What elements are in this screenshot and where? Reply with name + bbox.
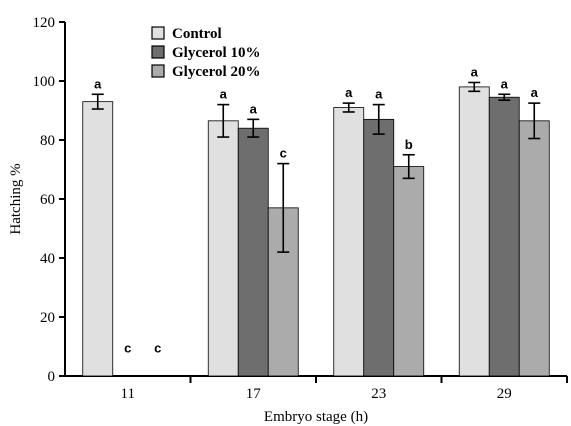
legend-label: Glycerol 10% bbox=[172, 45, 260, 61]
significance-letter: a bbox=[531, 85, 539, 100]
y-tick-label: 80 bbox=[40, 133, 55, 149]
significance-letter: b bbox=[405, 137, 413, 152]
bar bbox=[518, 120, 550, 377]
bar bbox=[333, 107, 365, 377]
legend: Control Glycerol 10% Glycerol 20% bbox=[151, 26, 260, 80]
significance-letter: a bbox=[501, 76, 509, 91]
legend-label: Control bbox=[172, 26, 222, 42]
y-tick-label: 100 bbox=[33, 74, 56, 90]
bar bbox=[458, 86, 490, 377]
x-tick-label: 29 bbox=[497, 386, 512, 402]
y-tick-label: 0 bbox=[48, 369, 56, 385]
significance-letter: a bbox=[220, 87, 228, 102]
y-tick-label: 40 bbox=[40, 251, 55, 267]
legend-swatch bbox=[151, 45, 165, 59]
y-ticks: 0 20 40 60 80 100 120 bbox=[33, 15, 65, 385]
x-ticks: 11 17 23 29 bbox=[121, 376, 568, 402]
x-tick-label: 17 bbox=[246, 386, 262, 402]
bar bbox=[363, 118, 395, 377]
y-axis-label: Hatching % bbox=[8, 163, 24, 234]
significance-letter: a bbox=[94, 76, 102, 91]
x-axis-label: Embryo stage (h) bbox=[264, 409, 368, 425]
significance-letter: c bbox=[124, 340, 131, 355]
legend-label: Glycerol 20% bbox=[172, 64, 260, 80]
bar bbox=[82, 101, 114, 377]
significance-letters: a c c a a c a a b a a a bbox=[94, 64, 539, 355]
y-tick-label: 120 bbox=[33, 15, 56, 31]
bar bbox=[488, 96, 520, 377]
bars bbox=[82, 86, 550, 377]
significance-letter: a bbox=[345, 85, 353, 100]
y-tick-label: 60 bbox=[40, 192, 55, 208]
legend-swatch bbox=[151, 64, 165, 78]
bar bbox=[237, 127, 269, 377]
bar bbox=[207, 120, 239, 377]
significance-letter: a bbox=[471, 64, 479, 79]
legend-swatch bbox=[151, 26, 165, 40]
x-tick-label: 23 bbox=[371, 386, 386, 402]
x-tick-label: 11 bbox=[121, 386, 135, 402]
significance-letter: c bbox=[280, 146, 287, 161]
significance-letter: c bbox=[154, 340, 161, 355]
error-bars bbox=[91, 81, 541, 253]
significance-letter: a bbox=[375, 87, 383, 102]
significance-letter: a bbox=[250, 101, 258, 116]
y-tick-label: 20 bbox=[40, 310, 55, 326]
bar bbox=[393, 166, 425, 377]
